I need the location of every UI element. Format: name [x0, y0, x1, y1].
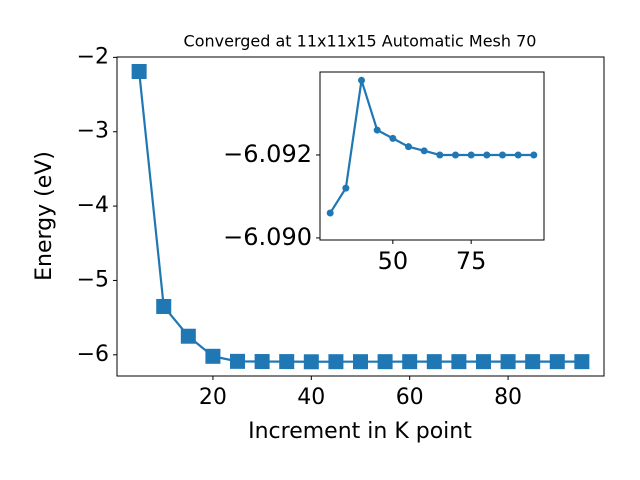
- marker: [574, 354, 590, 370]
- marker: [451, 151, 459, 159]
- marker: [205, 348, 221, 364]
- marker: [156, 298, 172, 314]
- marker: [436, 151, 444, 159]
- x-tick-label: 40: [297, 385, 325, 410]
- marker: [377, 354, 393, 370]
- y-tick-label: −6: [77, 342, 109, 367]
- marker: [353, 354, 368, 370]
- marker: [402, 354, 418, 370]
- y-tick-label: −5: [77, 267, 109, 292]
- marker: [514, 151, 522, 159]
- marker: [475, 354, 491, 370]
- marker: [525, 354, 541, 370]
- marker: [451, 354, 467, 370]
- marker: [358, 76, 366, 84]
- y-tick-label: −2: [77, 44, 109, 69]
- marker: [389, 134, 397, 142]
- marker: [549, 354, 565, 370]
- marker: [342, 184, 350, 192]
- marker: [500, 354, 516, 370]
- marker: [498, 151, 506, 159]
- y-tick-label: −4: [77, 193, 109, 218]
- marker: [254, 354, 270, 370]
- y-tick-label: −6.090: [223, 223, 312, 251]
- x-tick-label: 20: [199, 385, 227, 410]
- x-tick-label: 75: [456, 247, 487, 275]
- marker: [279, 354, 295, 370]
- marker: [420, 147, 428, 155]
- marker: [230, 353, 246, 369]
- marker: [328, 354, 344, 370]
- marker: [483, 151, 491, 159]
- marker: [180, 328, 196, 344]
- y-axis-label: Energy (eV): [32, 151, 57, 281]
- plot-frame: [116, 56, 605, 377]
- x-tick-label: 50: [378, 247, 409, 275]
- marker: [426, 354, 442, 370]
- x-axis-label: Increment in K point: [248, 419, 472, 444]
- marker: [303, 354, 319, 370]
- marker: [131, 64, 147, 79]
- marker: [405, 143, 413, 151]
- y-tick-label: −3: [77, 119, 109, 144]
- x-tick-label: 80: [494, 385, 522, 410]
- y-tick-label: −6.092: [223, 140, 312, 168]
- x-tick-label: 60: [396, 385, 424, 410]
- marker: [467, 151, 475, 159]
- marker: [373, 126, 381, 134]
- marker: [530, 151, 538, 159]
- plot-frame: [319, 71, 545, 241]
- chart-title: Converged at 11x11x15 Automatic Mesh 70: [184, 32, 537, 51]
- marker: [326, 209, 334, 217]
